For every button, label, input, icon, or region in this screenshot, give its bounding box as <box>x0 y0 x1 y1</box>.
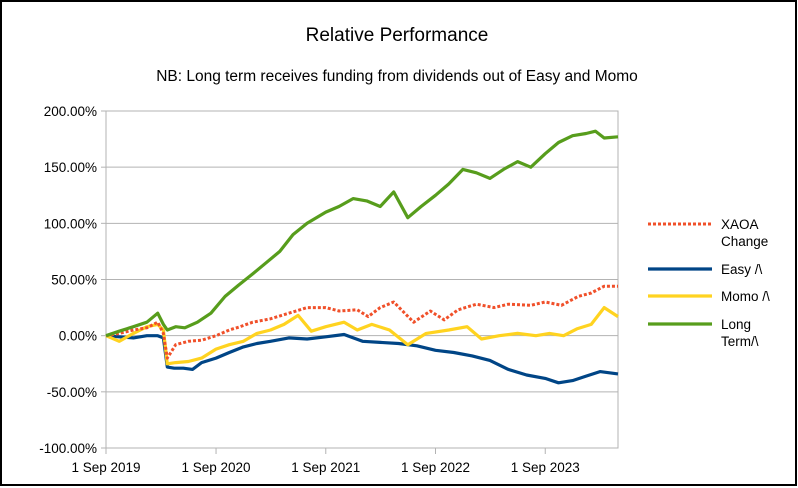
legend-label: Term/\ <box>721 334 759 349</box>
legend-label: Change <box>721 234 768 249</box>
chart-subtitle: NB: Long term receives funding from divi… <box>156 68 638 85</box>
legend-label: Easy /\ <box>721 262 763 277</box>
series-layer <box>105 129 619 385</box>
x-axis: 1 Sep 2019 1 Sep 2020 1 Sep 2021 1 Sep 2022… <box>71 448 580 475</box>
chart-title: Relative Performance <box>306 25 489 46</box>
y-axis: -100.00% -50.00% 0.00% 50.00% 100.00% 150.00%… <box>39 104 106 456</box>
legend-label: XAOA <box>721 217 759 232</box>
x-tick-label: 1 Sep 2022 <box>401 460 470 475</box>
y-tick-label: -50.00% <box>47 385 97 400</box>
series-line <box>105 129 619 338</box>
y-tick-label: 150.00% <box>44 160 97 175</box>
y-tick-label: 200.00% <box>44 104 97 119</box>
x-tick-label: 1 Sep 2020 <box>182 460 251 475</box>
legend: XAOA Change Easy /\ Momo /\ Long Term/\ <box>648 217 770 349</box>
x-tick-label: 1 Sep 2023 <box>511 460 580 475</box>
x-tick-label: 1 Sep 2021 <box>291 460 360 475</box>
legend-label: Momo /\ <box>721 289 770 304</box>
x-tick-label: 1 Sep 2019 <box>71 460 140 475</box>
series-line <box>105 284 618 360</box>
y-tick-label: 100.00% <box>44 216 97 231</box>
y-tick-label: 0.00% <box>59 329 97 344</box>
y-tick-label: 50.00% <box>51 273 97 288</box>
series-line <box>105 306 619 366</box>
legend-label: Long <box>721 317 751 332</box>
y-tick-label: -100.00% <box>39 441 97 456</box>
